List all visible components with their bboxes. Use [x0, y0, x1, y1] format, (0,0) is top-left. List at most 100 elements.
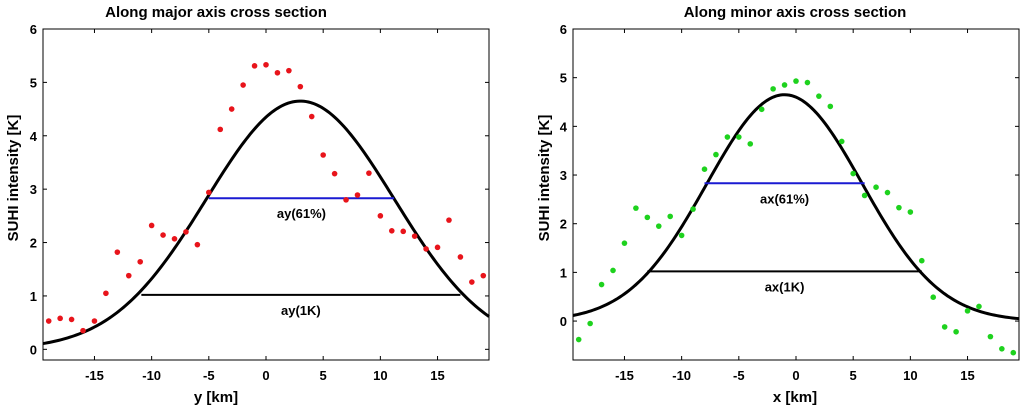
x-tick-label: -10	[142, 368, 161, 383]
data-point	[80, 327, 86, 334]
data-point	[701, 166, 708, 172]
y-tick-label: 6	[560, 22, 567, 37]
data-point	[930, 294, 937, 301]
data-point	[575, 336, 582, 343]
data-point	[469, 279, 475, 285]
x-tick-label: 10	[903, 368, 917, 383]
data-point	[655, 223, 662, 229]
data-point	[57, 315, 63, 322]
data-point	[206, 189, 212, 196]
data-point	[918, 257, 925, 264]
data-point	[434, 244, 441, 251]
plot-area: -15 -10 -5 0 5 10 15 0 1 2 3 4 5 6 ax(61%) ax(1K)	[560, 22, 1020, 383]
data-point	[621, 240, 628, 246]
chart-minor-axis: Along minor axis cross section SUHI inte…	[536, 4, 1020, 406]
data-point	[610, 267, 616, 274]
data-point	[148, 222, 155, 229]
data-point	[343, 197, 349, 203]
y-tick-label: 1	[560, 265, 567, 280]
x-tick-label: -5	[733, 368, 745, 383]
y-tick-label: 5	[30, 75, 37, 90]
data-point	[354, 192, 361, 198]
gaussian-fit-curve	[42, 99, 490, 346]
data-point	[171, 236, 178, 242]
y-axis-label: SUHI intensity [K]	[536, 115, 553, 242]
data-point	[297, 83, 304, 90]
chart-title: Along minor axis cross section	[684, 4, 907, 21]
data-point	[240, 82, 246, 88]
data-point	[873, 184, 879, 190]
data-point	[400, 228, 407, 235]
data-point	[724, 134, 731, 140]
x-tick-label: 5	[850, 368, 857, 383]
width-segment-label: ay(61%)	[277, 206, 326, 221]
x-tick-label: 15	[430, 368, 444, 383]
data-point	[976, 303, 982, 310]
data-point	[331, 170, 338, 177]
data-point	[274, 69, 281, 76]
data-point	[480, 272, 487, 279]
data-point	[388, 228, 395, 234]
y-axis-label: SUHI intensity [K]	[5, 115, 22, 242]
y-tick-label: 3	[30, 182, 37, 197]
data-point	[999, 346, 1005, 352]
data-point	[228, 106, 235, 112]
data-point	[217, 126, 224, 133]
data-point	[457, 254, 464, 260]
x-tick-label: 5	[320, 368, 327, 383]
data-point	[103, 290, 109, 297]
data-point	[964, 308, 971, 314]
data-point	[114, 249, 121, 255]
y-tick-label: 0	[560, 314, 567, 329]
data-point	[884, 189, 891, 196]
data-point	[423, 246, 429, 252]
data-point	[838, 138, 845, 145]
plot-area: -15 -10 -5 0 5 10 15 0 1 2 3 4 5 6 ay(61%) ay(1K)	[30, 22, 490, 383]
y-tick-label: 0	[30, 342, 37, 357]
data-point	[907, 209, 914, 215]
data-point	[770, 86, 776, 92]
data-point	[827, 103, 834, 110]
data-point	[690, 206, 696, 212]
data-point	[45, 318, 52, 324]
data-point	[667, 213, 674, 220]
gaussian-fit-curve	[572, 93, 1020, 321]
data-point	[953, 328, 959, 335]
data-point	[286, 67, 292, 74]
data-point	[263, 61, 269, 68]
y-tick-label: 4	[560, 119, 568, 134]
chart-major-axis: Along major axis cross section SUHI inte…	[5, 4, 490, 406]
data-point	[251, 63, 258, 69]
x-tick-label: -15	[85, 368, 104, 383]
data-point	[781, 82, 788, 88]
x-tick-label: -10	[672, 368, 691, 383]
data-point	[1010, 349, 1017, 356]
y-tick-label: 3	[560, 168, 567, 183]
data-point	[896, 204, 902, 211]
data-point	[320, 152, 326, 158]
y-tick-label: 6	[30, 22, 37, 37]
x-tick-label: 0	[792, 368, 799, 383]
data-point	[366, 170, 372, 176]
data-point	[308, 113, 315, 120]
x-tick-label: 0	[262, 368, 269, 383]
x-axis-label: x [km]	[773, 389, 817, 406]
data-point	[793, 78, 799, 84]
width-segment-label: ay(1K)	[281, 303, 321, 318]
data-point	[747, 141, 754, 147]
data-point	[68, 316, 75, 323]
plot-frame	[42, 28, 490, 361]
data-point	[587, 320, 593, 327]
data-point	[816, 93, 822, 99]
data-point	[633, 205, 639, 211]
x-tick-label: 10	[373, 368, 387, 383]
data-point	[194, 241, 201, 248]
data-point	[598, 281, 605, 288]
x-axis-label: y [km]	[194, 389, 238, 406]
y-tick-label: 1	[30, 289, 37, 304]
x-tick-label: -15	[615, 368, 634, 383]
x-tick-label: -5	[203, 368, 215, 383]
data-point	[941, 324, 948, 330]
data-point	[644, 214, 651, 221]
